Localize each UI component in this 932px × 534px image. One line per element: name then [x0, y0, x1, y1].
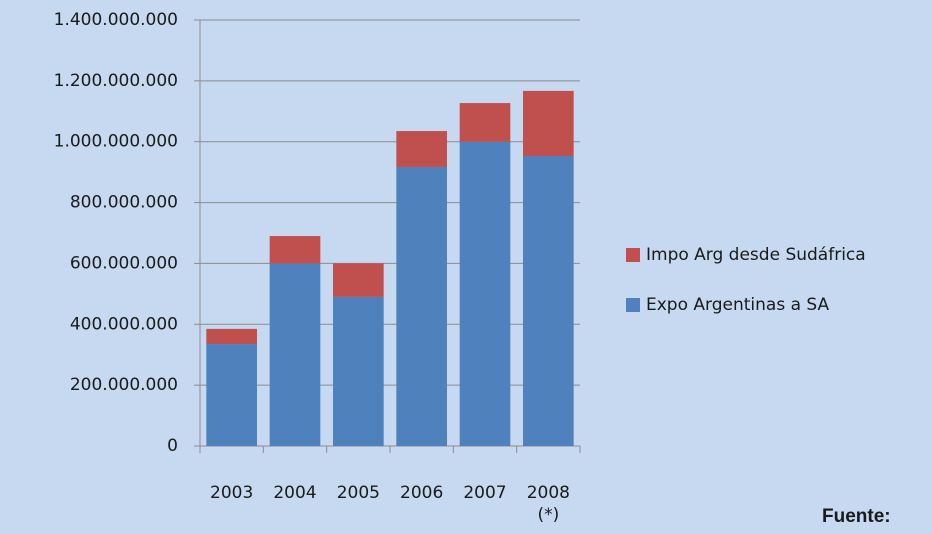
bar-segment — [459, 141, 511, 446]
y-tick-label: 200.000.000 — [70, 375, 178, 395]
bar-segment — [206, 344, 257, 446]
bar-segment — [459, 103, 511, 142]
x-tick-label: 2007 — [463, 483, 507, 503]
bar-segment — [396, 166, 447, 446]
x-tick-label: 2008 (*) — [526, 483, 570, 525]
y-tick-label: 400.000.000 — [70, 314, 178, 334]
y-tick-label: 1.200.000.000 — [54, 71, 178, 91]
bar-segment — [523, 90, 574, 157]
x-tick-label: 2004 — [273, 483, 317, 503]
y-tick-label: 0 — [167, 436, 178, 456]
y-tick-label: 600.000.000 — [70, 253, 178, 273]
bar-segment — [523, 156, 574, 446]
x-tick-label: 2003 — [210, 483, 254, 503]
y-tick-label: 1.000.000.000 — [54, 132, 178, 152]
legend-swatch — [626, 248, 640, 262]
legend-swatch — [626, 298, 640, 312]
x-tick-label: 2006 — [400, 483, 444, 503]
bar-segment — [269, 236, 321, 264]
bar-segment — [206, 328, 257, 345]
y-tick-label: 1.400.000.000 — [54, 10, 178, 30]
x-tick-label: 2005 — [336, 483, 380, 503]
legend-label: Impo Arg desde Sudáfrica — [646, 245, 866, 265]
legend-label: Expo Argentinas a SA — [646, 295, 830, 315]
bar-segment — [333, 296, 384, 446]
y-tick-label: 800.000.000 — [70, 193, 178, 213]
footer-text: Fuente: — [822, 506, 891, 527]
bar-segment — [396, 131, 447, 167]
bar-segment — [333, 263, 384, 297]
bar-segment — [269, 263, 321, 446]
